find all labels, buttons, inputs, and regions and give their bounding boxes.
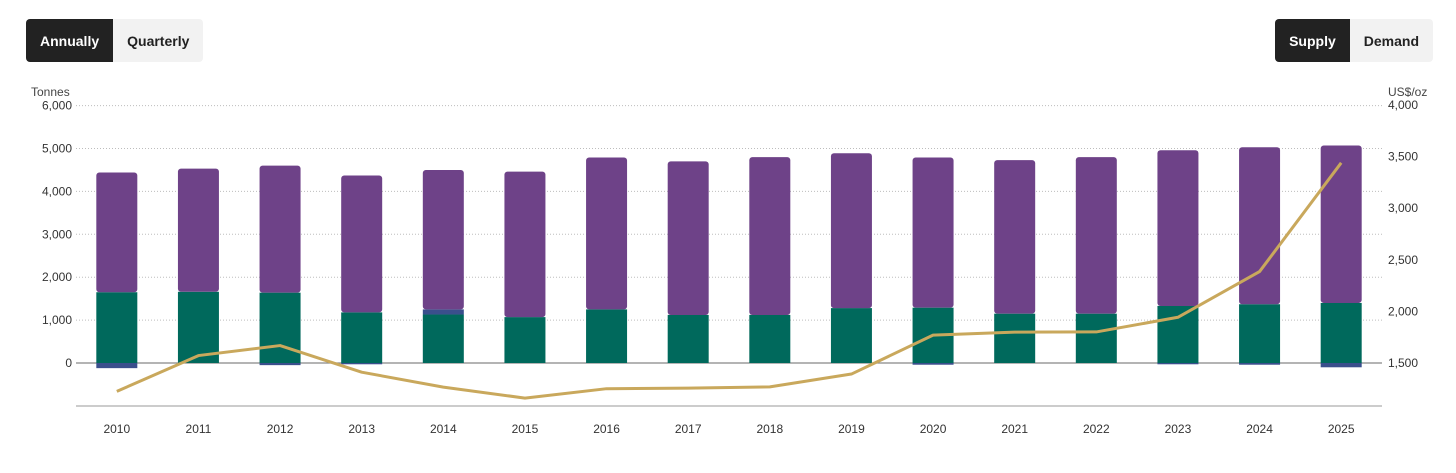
x-tick-label: 2022 [1083, 422, 1110, 436]
bars [96, 145, 1362, 369]
net-hedging-bar[interactable] [1157, 363, 1199, 365]
x-tick-label: 2012 [267, 422, 294, 436]
recycled-gold-bar[interactable] [749, 157, 791, 315]
period-toggle: Annually Quarterly [26, 19, 204, 62]
recycled-gold-bar[interactable] [341, 175, 383, 313]
y-right-tick-label: 2,500 [1388, 253, 1418, 267]
y-left-unit-label: Tonnes [31, 85, 70, 99]
x-tick-label: 2019 [838, 422, 865, 436]
price-line-layer [116, 161, 1343, 400]
y-left-tick-label: 3,000 [42, 227, 72, 241]
recycled-gold-bar[interactable] [96, 172, 138, 293]
recycled-gold-bar[interactable] [1157, 150, 1199, 306]
supply-button[interactable]: Supply [1275, 19, 1350, 62]
x-tick-label: 2017 [675, 422, 702, 436]
mine-production-bar[interactable] [1320, 302, 1362, 363]
x-tick-label: 2015 [512, 422, 539, 436]
x-tick-label: 2013 [348, 422, 375, 436]
y-right-tick-label: 3,500 [1388, 150, 1418, 164]
x-tick-label: 2010 [103, 422, 130, 436]
x-tick-label: 2020 [920, 422, 947, 436]
mine-production-bar[interactable] [259, 292, 301, 363]
net-hedging-bar[interactable] [341, 363, 383, 365]
recycled-gold-bar[interactable] [912, 157, 954, 308]
mine-production-bar[interactable] [96, 292, 138, 363]
recycled-gold-bar[interactable] [586, 157, 628, 310]
mine-production-bar[interactable] [1075, 313, 1117, 363]
gold-price-line[interactable] [116, 161, 1343, 400]
recycled-gold-bar[interactable] [667, 161, 709, 315]
y-left-tick-label: 6,000 [42, 99, 72, 113]
y-left-tick-label: 5,000 [42, 142, 72, 156]
recycled-gold-bar[interactable] [1239, 147, 1281, 305]
mine-production-bar[interactable] [341, 312, 383, 363]
mine-production-bar[interactable] [667, 314, 709, 363]
demand-button[interactable]: Demand [1349, 19, 1433, 62]
y-right-tick-label: 2,000 [1388, 304, 1418, 318]
quarterly-button[interactable]: Quarterly [113, 19, 204, 62]
recycled-gold-bar[interactable] [994, 160, 1036, 314]
y-right-tick-label: 1,500 [1388, 356, 1418, 370]
mine-production-bar[interactable] [994, 313, 1036, 363]
mine-production-bar[interactable] [586, 309, 628, 363]
y-right-tick-label: 3,000 [1388, 201, 1418, 215]
x-tick-label: 2018 [756, 422, 783, 436]
mine-production-bar[interactable] [1239, 304, 1281, 363]
mine-production-bar[interactable] [1157, 305, 1199, 363]
x-tick-label: 2014 [430, 422, 457, 436]
recycled-gold-bar[interactable] [1075, 157, 1117, 314]
net-hedging-bar[interactable] [259, 363, 301, 366]
net-hedging-bar[interactable] [96, 363, 138, 369]
net-hedging-bar[interactable] [912, 363, 954, 365]
x-tick-label: 2023 [1165, 422, 1192, 436]
annually-button[interactable]: Annually [26, 19, 114, 62]
y-left-tick-label: 2,000 [42, 270, 72, 284]
recycled-gold-bar[interactable] [422, 169, 464, 310]
x-tick-label: 2021 [1001, 422, 1028, 436]
net-hedging-bar[interactable] [1239, 363, 1281, 365]
recycled-gold-bar[interactable] [504, 171, 546, 318]
x-tick-label: 2024 [1246, 422, 1273, 436]
recycled-gold-bar[interactable] [259, 165, 301, 293]
x-tick-label: 2025 [1328, 422, 1355, 436]
x-tick-label: 2011 [186, 422, 212, 436]
y-left-tick-label: 4,000 [42, 184, 72, 198]
axes: Tonnes US$/oz 0 1,000 2,000 3,000 4,000 5,000… [31, 85, 1427, 436]
y-left-tick-label: 0 [65, 356, 72, 370]
mine-production-bar[interactable] [504, 317, 546, 363]
mine-production-bar[interactable] [177, 291, 219, 363]
net-hedging-bar[interactable] [422, 309, 464, 315]
recycled-gold-bar[interactable] [1320, 145, 1362, 303]
y-right-unit-label: US$/oz [1388, 85, 1427, 99]
x-tick-label: 2016 [593, 422, 620, 436]
mine-production-bar[interactable] [830, 308, 872, 363]
mine-production-bar[interactable] [749, 314, 791, 363]
mine-production-bar[interactable] [422, 314, 464, 363]
net-hedging-bar[interactable] [1320, 363, 1362, 368]
y-left-tick-label: 1,000 [42, 313, 72, 327]
recycled-gold-bar[interactable] [177, 168, 219, 292]
recycled-gold-bar[interactable] [830, 153, 872, 309]
view-toggle: Supply Demand [1275, 19, 1433, 62]
y-right-tick-label: 4,000 [1388, 98, 1418, 112]
